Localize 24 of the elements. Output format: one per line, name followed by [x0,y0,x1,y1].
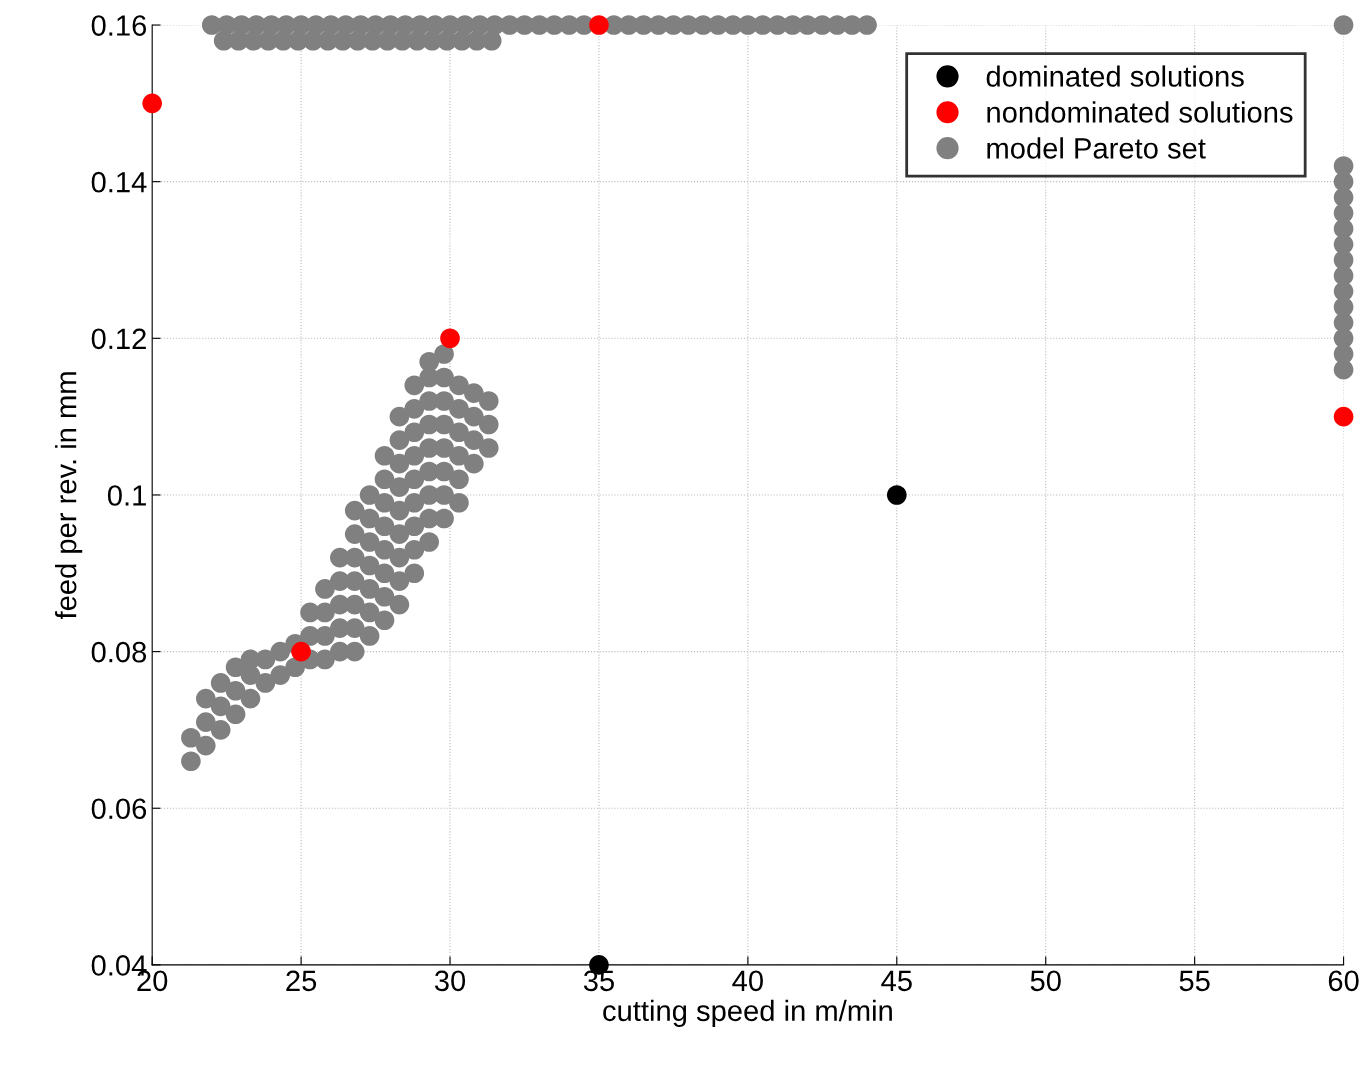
y-axis-title: feed per rev. in mm [55,372,83,620]
x-axis-title: cutting speed in m/min [603,999,892,1027]
y-tick-label: 0.06 [91,798,147,820]
point [886,485,907,505]
point [1333,406,1354,427]
legend-label: model Pareto set [987,137,1206,159]
x-tick-label: 40 [732,970,763,992]
x-tick-label: 30 [434,970,466,992]
y-tick-label: 0.16 [91,15,147,36]
legend-label: nondominated solutions [987,101,1293,123]
point [142,93,162,114]
y-tick-label: 0.1 [107,485,146,506]
x-tick-label: 55 [1179,970,1210,992]
legend-label: dominated solutions [986,65,1244,87]
point [440,328,460,349]
point [291,641,311,662]
point [589,15,609,35]
x-tick-label: 60 [1328,970,1359,992]
y-tick-label: 0.12 [91,328,146,350]
x-tick-label: 45 [881,970,912,992]
x-tick-label: 50 [1030,970,1061,992]
y-tick-label: 0.14 [91,171,147,193]
y-tick-label: 0.08 [91,641,147,663]
x-tick-label: 25 [286,970,317,992]
